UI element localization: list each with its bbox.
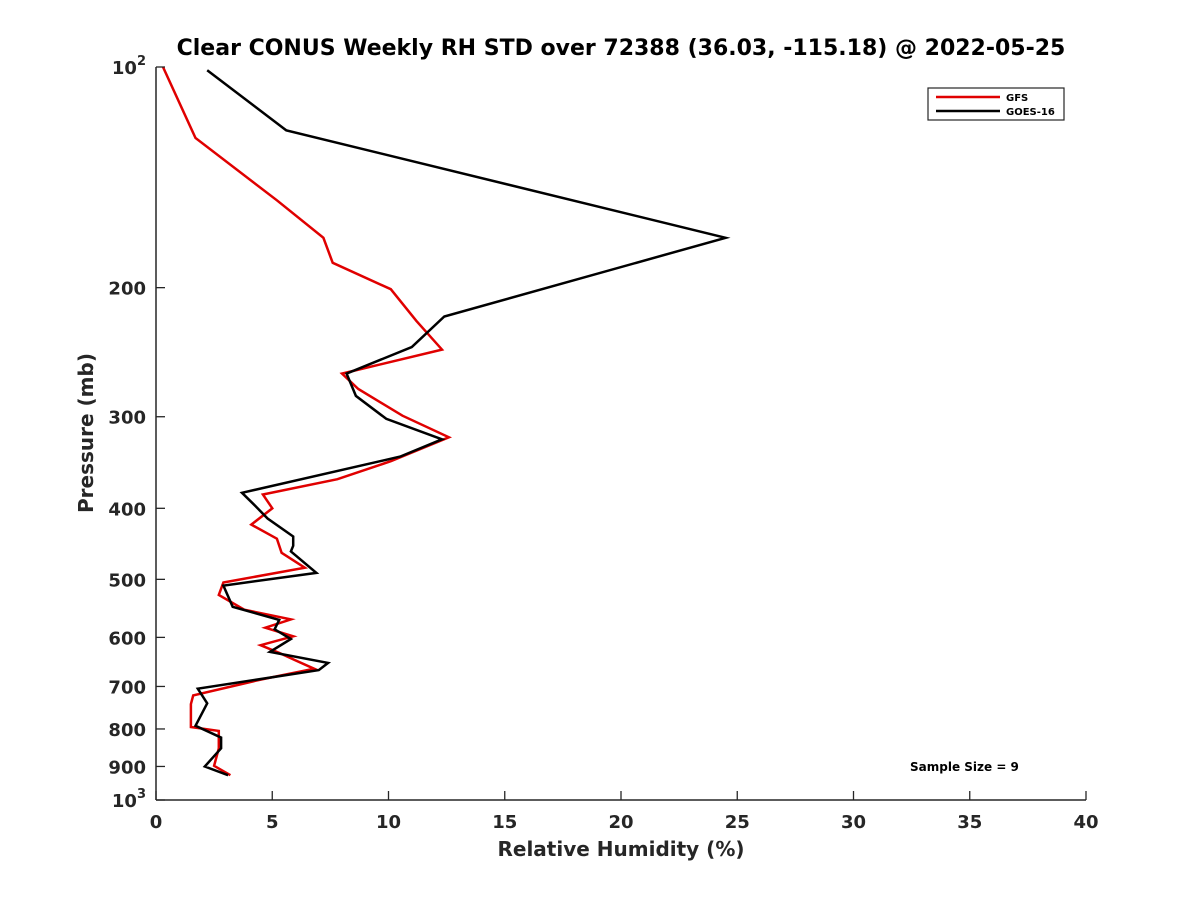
series-line-gfs	[161, 66, 453, 777]
y-tick-label: 900	[108, 757, 146, 778]
y-tick-label: 300	[108, 408, 146, 429]
x-tick-label: 15	[492, 812, 517, 833]
y-tick-label: 400	[108, 499, 146, 520]
y-tick-label: 103	[112, 787, 146, 812]
series-line-goes-16	[193, 69, 731, 777]
sample-size-annotation: Sample Size = 9	[910, 760, 1019, 774]
y-tick-label: 102	[112, 54, 146, 79]
y-tick-label: 700	[108, 677, 146, 698]
x-tick-label: 25	[725, 812, 750, 833]
legend: GFS GOES-16	[927, 87, 1065, 121]
plot-area	[156, 67, 1086, 800]
x-ticks: 0 5 10 15 20 25 30 35 40	[150, 791, 1099, 833]
y-axis-label: Pressure (mb)	[74, 353, 98, 513]
x-tick-label: 10	[376, 812, 401, 833]
x-tick-label: 30	[841, 812, 866, 833]
legend-label-gfs: GFS	[1006, 93, 1028, 104]
series-layer	[161, 66, 731, 777]
x-tick-label: 0	[150, 812, 163, 833]
x-axis-label: Relative Humidity (%)	[497, 837, 744, 861]
x-tick-label: 35	[957, 812, 982, 833]
y-tick-label: 500	[108, 570, 146, 591]
x-tick-label: 40	[1073, 812, 1098, 833]
legend-box	[927, 87, 1065, 121]
legend-label-goes-16: GOES-16	[1006, 107, 1055, 118]
chart-title: Clear CONUS Weekly RH STD over 72388 (36…	[177, 36, 1066, 61]
x-tick-label: 20	[608, 812, 633, 833]
x-tick-label: 5	[266, 812, 279, 833]
y-tick-label: 800	[108, 720, 146, 741]
y-tick-label: 600	[108, 628, 146, 649]
y-tick-label: 200	[108, 279, 146, 300]
y-ticks: 102 200 300 400 500 600 700 800 900 103	[108, 54, 165, 812]
